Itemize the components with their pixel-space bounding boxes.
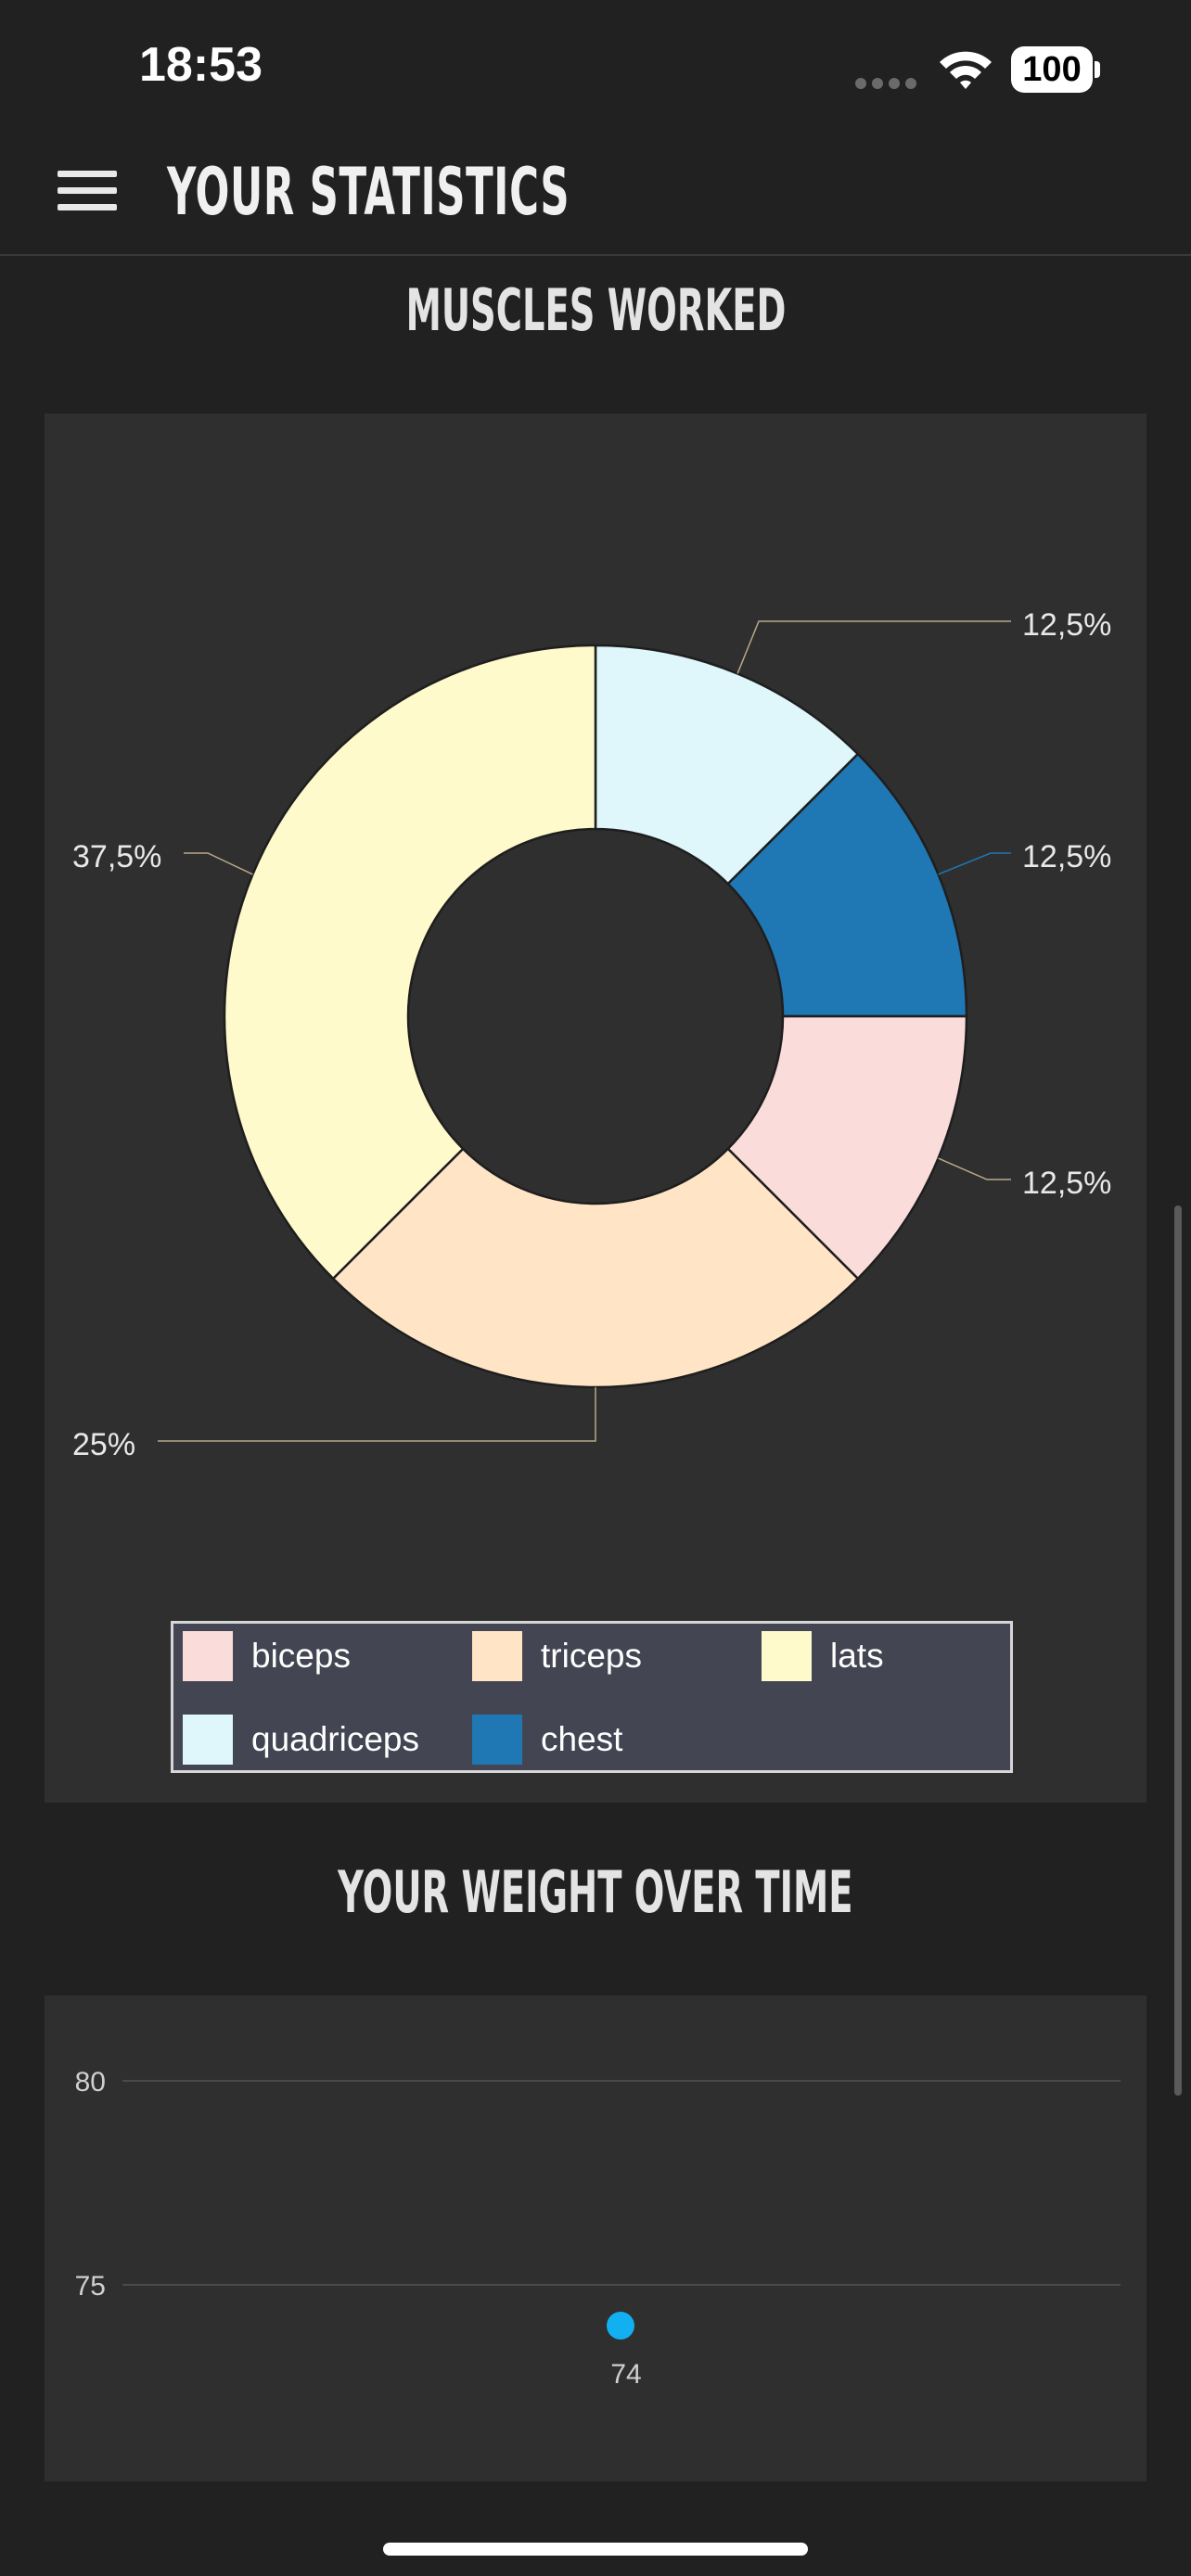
legend-label-lats: lats — [830, 1637, 884, 1675]
donut-slice-triceps[interactable] — [331, 1147, 860, 1389]
muscles-section-title: MUSCLES WORKED — [405, 276, 786, 344]
legend-swatch-triceps — [472, 1631, 522, 1681]
legend-item-quadriceps[interactable]: quadriceps — [183, 1715, 419, 1765]
slice-label-triceps: 25% — [72, 1427, 135, 1462]
scrollbar[interactable] — [1174, 1205, 1182, 2096]
leader-line-biceps — [938, 1157, 1011, 1180]
slice-label-chest: 12,5% — [1022, 839, 1111, 874]
y-tick-75: 75 — [75, 2271, 106, 2302]
donut-slice-biceps[interactable] — [726, 1014, 968, 1281]
app-header: YOUR STATISTICS — [0, 139, 1191, 256]
legend-label-chest: chest — [541, 1720, 623, 1758]
leader-line-lats — [184, 852, 253, 875]
legend-swatch-lats — [762, 1631, 812, 1681]
weight-chart-card: 80 75 74 — [45, 1996, 1146, 2481]
donut-slice-chest[interactable] — [726, 752, 968, 1018]
page-title: YOUR STATISTICS — [167, 154, 570, 230]
legend-label-triceps: triceps — [541, 1637, 642, 1675]
leader-line-quadriceps — [736, 620, 1011, 674]
battery-icon: 100 — [1011, 46, 1100, 93]
home-indicator[interactable] — [383, 2543, 808, 2556]
donut-slice-lats[interactable] — [223, 644, 597, 1281]
hamburger-menu-icon[interactable] — [58, 167, 117, 215]
weight-point-label: 74 — [610, 2359, 641, 2390]
muscles-donut-chart: 12,5% 12,5% 12,5% 25% 37,5% — [72, 607, 1111, 1462]
status-bar: 18:53 100 — [0, 0, 1191, 139]
y-tick-80: 80 — [75, 2067, 106, 2098]
battery-level: 100 — [1011, 46, 1093, 93]
weight-point[interactable] — [607, 2312, 634, 2340]
legend-item-chest[interactable]: chest — [472, 1715, 622, 1765]
legend-label-biceps: biceps — [251, 1637, 351, 1675]
wifi-icon — [940, 51, 992, 89]
legend-item-triceps[interactable]: triceps — [472, 1631, 642, 1681]
cellular-signal-icon — [855, 78, 916, 89]
weight-chart: 80 75 74 — [75, 2067, 1121, 2390]
status-time: 18:53 — [139, 38, 263, 92]
leader-line-chest — [938, 852, 1011, 875]
legend-label-quadriceps: quadriceps — [251, 1720, 420, 1758]
slice-label-quadriceps: 12,5% — [1022, 607, 1111, 643]
legend-item-lats[interactable]: lats — [762, 1631, 884, 1681]
slice-label-lats: 37,5% — [72, 839, 161, 874]
legend-swatch-quadriceps — [183, 1715, 233, 1765]
legend-swatch-biceps — [183, 1631, 233, 1681]
muscles-legend: biceps triceps lats quadriceps chest — [171, 1621, 1013, 1773]
weight-section-title: YOUR WEIGHT OVER TIME — [338, 1858, 853, 1926]
muscles-chart-card: 12,5% 12,5% 12,5% 25% 37,5% biceps triceps l… — [45, 414, 1146, 1803]
donut-slice-quadriceps[interactable] — [594, 644, 860, 886]
legend-item-biceps[interactable]: biceps — [183, 1631, 351, 1681]
legend-swatch-chest — [472, 1715, 522, 1765]
slice-label-biceps: 12,5% — [1022, 1166, 1111, 1201]
leader-line-triceps — [158, 1387, 596, 1442]
